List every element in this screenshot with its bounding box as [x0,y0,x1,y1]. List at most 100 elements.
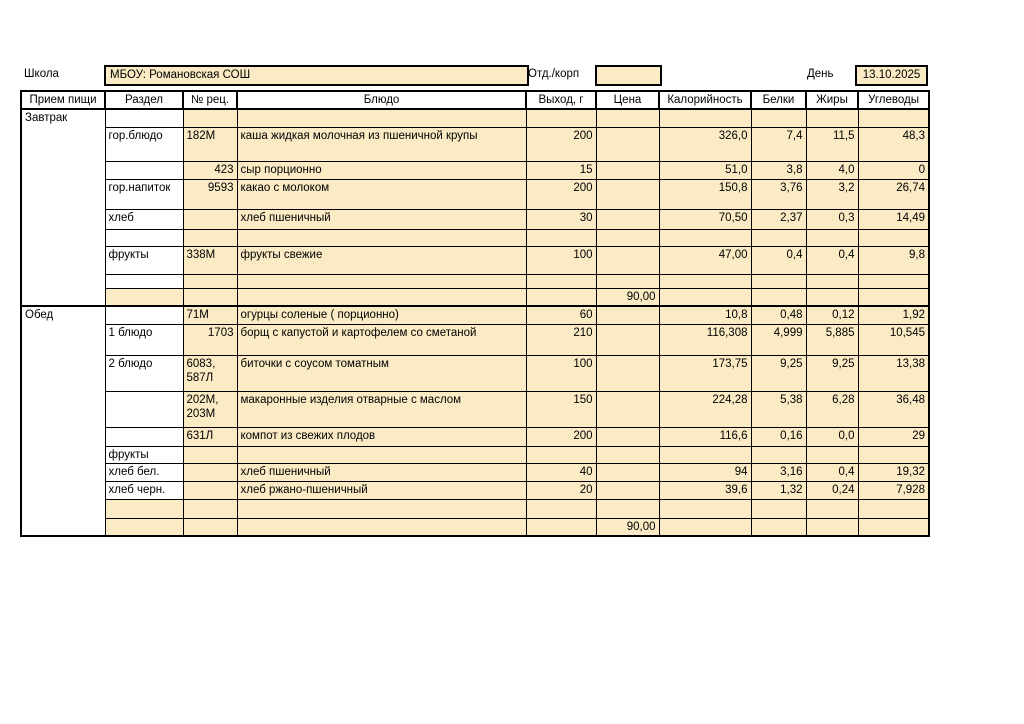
cell-protein[interactable] [750,228,807,247]
cell-protein[interactable]: 3,16 [750,463,807,482]
cell-price[interactable] [595,108,660,128]
cell-calories[interactable] [658,228,752,247]
cell-price[interactable] [595,228,660,247]
cell-dish[interactable]: макаронные изделия отварные с маслом [236,391,527,428]
cell-razdel[interactable]: 2 блюдо [104,355,184,392]
cell-output-g[interactable] [525,518,597,537]
cell-dish[interactable] [236,499,527,519]
cell-recipe-no[interactable] [182,446,238,464]
cell-fat[interactable] [805,446,859,464]
cell-razdel[interactable] [104,427,184,447]
cell-dish[interactable]: хлеб пшеничный [236,463,527,482]
cell-calories[interactable]: 116,6 [658,427,752,447]
cell-protein[interactable]: 4,999 [750,324,807,356]
cell-calories[interactable] [658,273,752,289]
cell-price[interactable] [595,304,660,325]
cell-carbs[interactable] [857,108,930,128]
cell-recipe-no[interactable] [182,273,238,289]
cell-output-g[interactable]: 100 [525,245,597,275]
cell-dish[interactable]: каша жидкая молочная из пшеничной крупы [236,126,527,162]
cell-output-g[interactable]: 40 [525,463,597,482]
cell-razdel[interactable] [104,160,184,180]
cell-razdel[interactable]: хлеб черн. [104,481,184,500]
cell-recipe-no[interactable]: 202М, 203М [182,391,238,428]
cell-fat[interactable]: 9,25 [805,355,859,392]
cell-protein[interactable]: 3,8 [750,160,807,180]
meal-cell[interactable]: Обед [20,304,106,537]
cell-price[interactable] [595,160,660,180]
cell-output-g[interactable] [525,108,597,128]
cell-razdel[interactable]: хлеб [104,208,184,230]
cell-calories[interactable]: 326,0 [658,126,752,162]
cell-dish[interactable]: хлеб ржано-пшеничный [236,481,527,500]
cell-carbs[interactable]: 36,48 [857,391,930,428]
cell-calories[interactable]: 224,28 [658,391,752,428]
cell-calories[interactable]: 51,0 [658,160,752,180]
cell-price[interactable] [595,208,660,230]
cell-carbs[interactable] [857,228,930,247]
cell-output-g[interactable]: 210 [525,324,597,356]
cell-dish[interactable] [236,287,527,306]
cell-price[interactable] [595,481,660,500]
cell-output-g[interactable]: 200 [525,126,597,162]
cell-recipe-no[interactable]: 9593 [182,178,238,210]
cell-dish[interactable]: компот из свежих плодов [236,427,527,447]
cell-fat[interactable] [805,499,859,519]
cell-output-g[interactable]: 60 [525,304,597,325]
cell-calories[interactable]: 116,308 [658,324,752,356]
cell-output-g[interactable]: 200 [525,427,597,447]
cell-razdel[interactable] [104,518,184,537]
cell-protein[interactable] [750,499,807,519]
cell-protein[interactable]: 1,32 [750,481,807,500]
cell-calories[interactable] [658,287,752,306]
cell-carbs[interactable]: 14,49 [857,208,930,230]
cell-fat[interactable]: 0,4 [805,245,859,275]
cell-razdel[interactable] [104,304,184,325]
cell-recipe-no[interactable] [182,481,238,500]
cell-carbs[interactable]: 13,38 [857,355,930,392]
cell-fat[interactable]: 0,0 [805,427,859,447]
cell-calories[interactable] [658,446,752,464]
cell-recipe-no[interactable]: 71М [182,304,238,325]
cell-fat[interactable]: 3,2 [805,178,859,210]
cell-output-g[interactable] [525,228,597,247]
cell-output-g[interactable] [525,287,597,306]
cell-fat[interactable]: 4,0 [805,160,859,180]
cell-carbs[interactable]: 1,92 [857,304,930,325]
cell-razdel[interactable] [104,273,184,289]
cell-razdel[interactable]: фрукты [104,446,184,464]
cell-calories[interactable]: 94 [658,463,752,482]
cell-calories[interactable]: 39,6 [658,481,752,500]
cell-fat[interactable] [805,287,859,306]
cell-recipe-no[interactable] [182,208,238,230]
cell-calories[interactable]: 70,50 [658,208,752,230]
cell-carbs[interactable]: 7,928 [857,481,930,500]
cell-recipe-no[interactable] [182,518,238,537]
cell-calories[interactable]: 150,8 [658,178,752,210]
cell-protein[interactable]: 3,76 [750,178,807,210]
cell-recipe-no[interactable]: 6083, 587Л [182,355,238,392]
cell-price[interactable] [595,391,660,428]
cell-carbs[interactable]: 0 [857,160,930,180]
cell-output-g[interactable] [525,273,597,289]
cell-carbs[interactable] [857,273,930,289]
cell-recipe-no[interactable]: 338М [182,245,238,275]
cell-price[interactable] [595,178,660,210]
cell-protein[interactable]: 0,4 [750,245,807,275]
cell-carbs[interactable] [857,518,930,537]
cell-razdel[interactable] [104,108,184,128]
cell-protein[interactable]: 0,48 [750,304,807,325]
cell-dish[interactable] [236,108,527,128]
cell-razdel[interactable]: гор.блюдо [104,126,184,162]
cell-price[interactable]: 90,00 [595,518,660,537]
cell-protein[interactable]: 5,38 [750,391,807,428]
dept-value-field[interactable] [595,65,662,86]
cell-protein[interactable]: 0,16 [750,427,807,447]
cell-price[interactable] [595,355,660,392]
cell-dish[interactable]: биточки с соусом томатным [236,355,527,392]
cell-protein[interactable] [750,108,807,128]
cell-output-g[interactable]: 30 [525,208,597,230]
cell-output-g[interactable] [525,499,597,519]
cell-protein[interactable] [750,287,807,306]
cell-recipe-no[interactable]: 182М [182,126,238,162]
